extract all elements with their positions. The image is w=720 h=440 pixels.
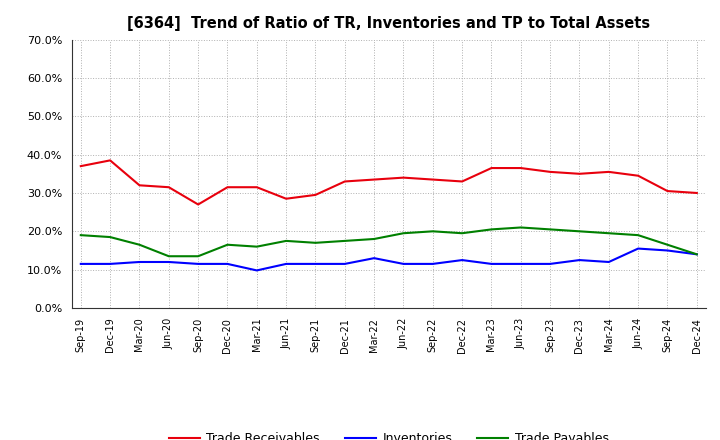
Trade Receivables [311, 192, 320, 198]
Trade Receivables [693, 191, 701, 196]
Line: Inventories: Inventories [81, 249, 697, 271]
Legend: Trade Receivables, Inventories, Trade Payables: Trade Receivables, Inventories, Trade Pa… [164, 427, 613, 440]
Inventories [634, 246, 642, 251]
Inventories [693, 252, 701, 257]
Trade Receivables [605, 169, 613, 175]
Inventories [76, 261, 85, 267]
Trade Payables [605, 231, 613, 236]
Trade Payables [164, 253, 173, 259]
Trade Payables [458, 231, 467, 236]
Trade Receivables [370, 177, 379, 182]
Trade Payables [663, 242, 672, 247]
Trade Receivables [194, 202, 202, 207]
Inventories [428, 261, 437, 267]
Line: Trade Payables: Trade Payables [81, 227, 697, 256]
Trade Payables [76, 232, 85, 238]
Trade Receivables [341, 179, 349, 184]
Trade Receivables [575, 171, 584, 176]
Trade Receivables [76, 164, 85, 169]
Trade Payables [282, 238, 290, 244]
Trade Receivables [487, 165, 496, 171]
Inventories [399, 261, 408, 267]
Inventories [164, 259, 173, 264]
Inventories [546, 261, 554, 267]
Inventories [487, 261, 496, 267]
Trade Receivables [663, 188, 672, 194]
Inventories [311, 261, 320, 267]
Inventories [341, 261, 349, 267]
Trade Receivables [546, 169, 554, 175]
Inventories [663, 248, 672, 253]
Trade Payables [487, 227, 496, 232]
Inventories [370, 256, 379, 261]
Trade Payables [693, 252, 701, 257]
Inventories [253, 268, 261, 273]
Trade Payables [399, 231, 408, 236]
Trade Payables [634, 232, 642, 238]
Trade Payables [516, 225, 525, 230]
Inventories [458, 257, 467, 263]
Inventories [516, 261, 525, 267]
Trade Receivables [253, 185, 261, 190]
Trade Payables [370, 236, 379, 242]
Line: Trade Receivables: Trade Receivables [81, 160, 697, 205]
Trade Receivables [164, 185, 173, 190]
Trade Receivables [516, 165, 525, 171]
Trade Receivables [282, 196, 290, 202]
Inventories [106, 261, 114, 267]
Inventories [223, 261, 232, 267]
Trade Payables [341, 238, 349, 244]
Inventories [575, 257, 584, 263]
Trade Payables [194, 253, 202, 259]
Trade Payables [575, 229, 584, 234]
Trade Payables [223, 242, 232, 247]
Trade Payables [428, 229, 437, 234]
Trade Receivables [458, 179, 467, 184]
Trade Receivables [135, 183, 144, 188]
Trade Payables [546, 227, 554, 232]
Title: [6364]  Trend of Ratio of TR, Inventories and TP to Total Assets: [6364] Trend of Ratio of TR, Inventories… [127, 16, 650, 32]
Trade Receivables [223, 185, 232, 190]
Inventories [605, 259, 613, 264]
Trade Payables [106, 235, 114, 240]
Trade Receivables [399, 175, 408, 180]
Trade Receivables [428, 177, 437, 182]
Inventories [282, 261, 290, 267]
Trade Payables [135, 242, 144, 247]
Trade Receivables [634, 173, 642, 178]
Trade Payables [253, 244, 261, 249]
Trade Payables [311, 240, 320, 246]
Inventories [135, 259, 144, 264]
Inventories [194, 261, 202, 267]
Trade Receivables [106, 158, 114, 163]
